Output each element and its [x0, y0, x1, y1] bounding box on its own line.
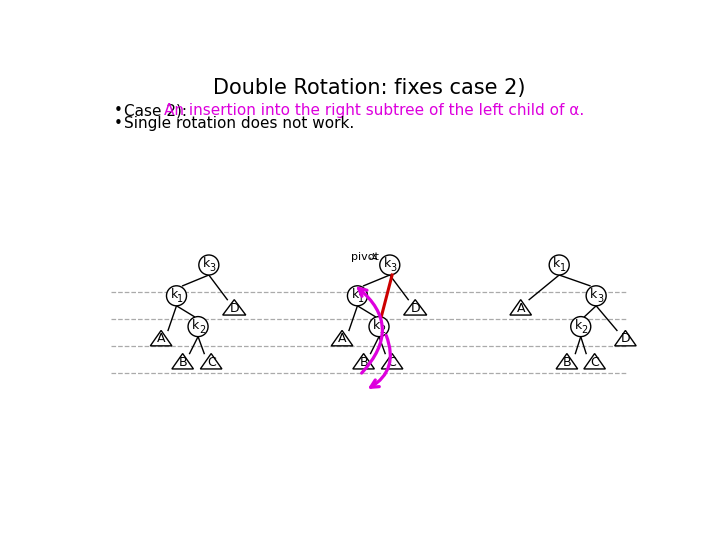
- Circle shape: [199, 255, 219, 275]
- Text: An insertion into the right subtree of the left child of α.: An insertion into the right subtree of t…: [164, 103, 585, 118]
- Text: 1: 1: [560, 263, 566, 273]
- Circle shape: [586, 286, 606, 306]
- Text: 2: 2: [379, 325, 386, 335]
- Circle shape: [369, 316, 389, 336]
- Text: pivot: pivot: [351, 252, 379, 262]
- Text: 3: 3: [390, 263, 397, 273]
- Text: •: •: [113, 117, 122, 131]
- Circle shape: [379, 255, 400, 275]
- Text: B: B: [179, 355, 187, 368]
- Text: 3: 3: [210, 263, 216, 273]
- Text: k: k: [384, 257, 391, 270]
- Circle shape: [571, 316, 590, 336]
- Text: 3: 3: [597, 294, 603, 304]
- Text: D: D: [230, 302, 239, 315]
- Text: B: B: [359, 355, 368, 368]
- Text: k: k: [373, 319, 380, 332]
- Text: A: A: [157, 333, 166, 346]
- Text: C: C: [207, 355, 215, 368]
- Text: k: k: [351, 288, 359, 301]
- Text: Case 2):: Case 2):: [124, 103, 192, 118]
- Text: k: k: [171, 288, 178, 301]
- Text: A: A: [516, 302, 525, 315]
- Text: C: C: [388, 355, 397, 368]
- Text: k: k: [553, 257, 560, 270]
- Text: k: k: [192, 319, 199, 332]
- Circle shape: [188, 316, 208, 336]
- Text: Double Rotation: fixes case 2): Double Rotation: fixes case 2): [212, 78, 526, 98]
- Text: k: k: [575, 319, 582, 332]
- Text: D: D: [410, 302, 420, 315]
- Text: 1: 1: [177, 294, 184, 304]
- Text: k: k: [203, 257, 210, 270]
- Circle shape: [348, 286, 367, 306]
- Text: C: C: [590, 355, 599, 368]
- Text: k: k: [590, 288, 598, 301]
- Text: 1: 1: [359, 294, 364, 304]
- Text: A: A: [338, 333, 346, 346]
- Text: D: D: [621, 333, 630, 346]
- Circle shape: [166, 286, 186, 306]
- Text: •: •: [113, 103, 122, 118]
- Text: Single rotation does not work.: Single rotation does not work.: [124, 117, 354, 131]
- Text: 2: 2: [582, 325, 588, 335]
- Text: 2: 2: [199, 325, 205, 335]
- Circle shape: [549, 255, 570, 275]
- Text: B: B: [562, 355, 571, 368]
